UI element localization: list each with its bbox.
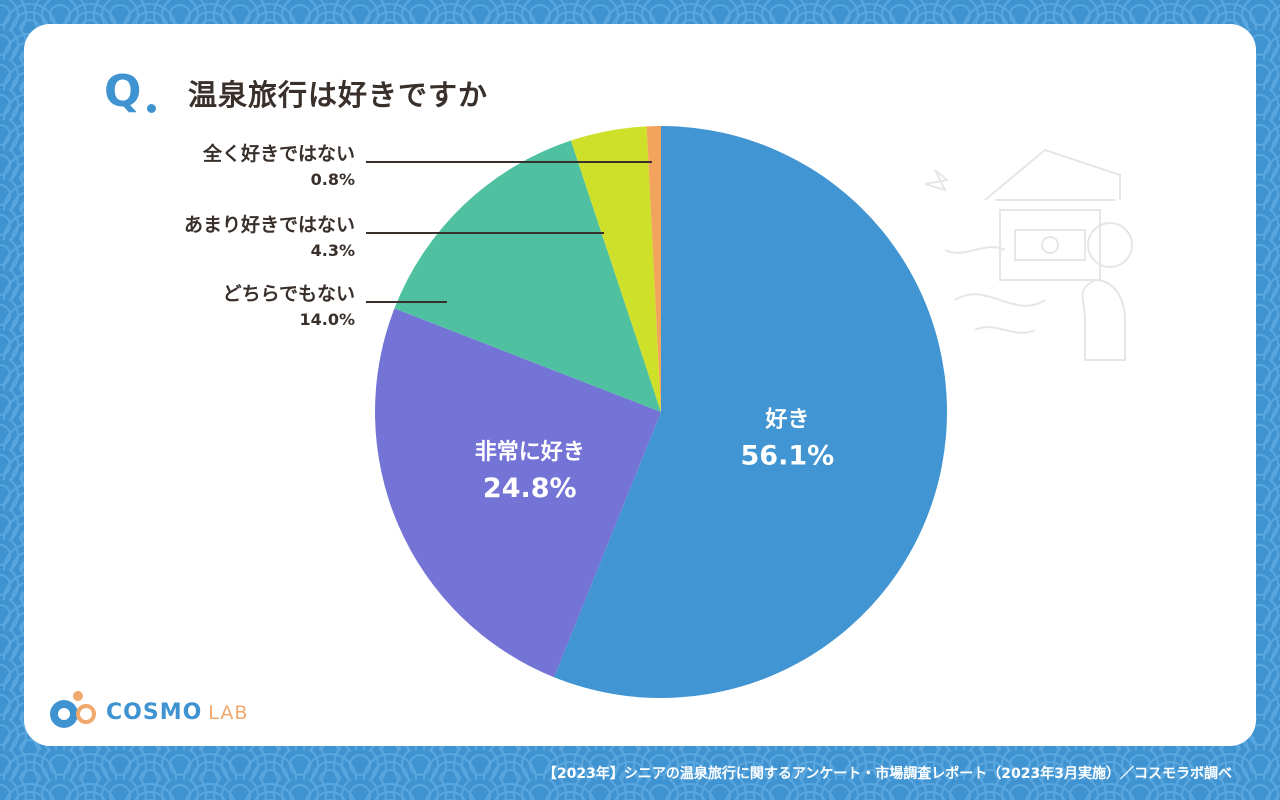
source-footer: 【2023年】シニアの温泉旅行に関するアンケート・市場調査レポート（2023年3… (542, 766, 1232, 782)
slice-1-value: 24.8% (483, 473, 577, 504)
cosmo-lab-logo-icon (50, 691, 96, 728)
slice-3-label: あまり好きではない (183, 214, 355, 236)
logo-text: COSMO LAB (106, 700, 248, 725)
slice-1-label: 非常に好き (475, 439, 585, 465)
slice-2 (394, 140, 661, 412)
slice-4 (646, 126, 661, 412)
slice-4-value: 0.8% (310, 170, 355, 189)
slice-1 (374, 308, 661, 678)
pie-slices (374, 126, 948, 698)
slice-2-label: どちらでもない (222, 283, 355, 305)
onsen-illustration (924, 148, 1133, 361)
question-dot (147, 104, 156, 113)
slice-4-label: 全く好きではない (202, 143, 355, 165)
callout-lines (366, 161, 652, 303)
question-mark: Q (104, 66, 142, 117)
slice-2-value: 14.0% (299, 310, 355, 329)
logo-suffix: LAB (208, 702, 249, 724)
slice-0-label: 好き (764, 407, 809, 433)
inside-labels: 好き 56.1% 非常に好き 24.8% (475, 407, 834, 504)
slice-0 (554, 126, 948, 698)
slice-3 (570, 126, 661, 412)
slice-3-value: 4.3% (310, 241, 355, 260)
chart-title: 温泉旅行は好きですか (188, 78, 489, 112)
slice-0-value: 56.1% (741, 441, 835, 472)
logo-name: COSMO (106, 700, 203, 725)
